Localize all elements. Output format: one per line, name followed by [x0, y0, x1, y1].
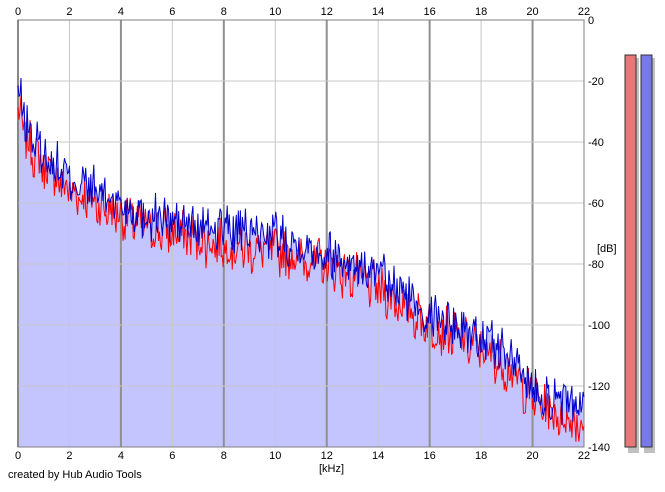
x-tick-label-bottom: 10 [269, 450, 281, 462]
x-tick-label-top: 6 [169, 6, 175, 18]
x-tick-label-bottom: 8 [221, 450, 227, 462]
x-tick-label-bottom: 16 [424, 450, 436, 462]
y-tick-label: -140 [588, 442, 610, 454]
plot-border [17, 19, 585, 448]
level-meters [624, 54, 655, 453]
x-tick-label-bottom: 18 [475, 450, 487, 462]
y-tick-label: 0 [588, 15, 594, 27]
y-tick-labels: 0 -20 -40 -60 -80 -100 -120 -140 [588, 15, 610, 454]
y-tick-label: -100 [588, 320, 610, 332]
x-tick-labels-bottom: 0 2 4 6 8 10 12 14 16 18 20 22 [15, 450, 590, 462]
x-tick-label-bottom: 14 [372, 450, 384, 462]
x-tick-label-bottom: 2 [66, 450, 72, 462]
y-axis-label: [dB] [597, 243, 617, 255]
x-tick-label-top: 8 [221, 6, 227, 18]
x-tick-label-top: 14 [372, 6, 384, 18]
x-tick-label-top: 22 [578, 6, 590, 18]
x-tick-label-top: 16 [424, 6, 436, 18]
x-tick-label-bottom: 4 [118, 450, 124, 462]
spectrum-fill-layer [18, 78, 584, 447]
grid-layer [17, 19, 585, 448]
y-tick-label: -60 [588, 198, 604, 210]
x-tick-label-top: 4 [118, 6, 124, 18]
x-tick-label-bottom: 22 [578, 450, 590, 462]
x-tick-labels-top: 0 2 4 6 8 10 12 14 16 18 20 22 [15, 6, 590, 18]
series-layer [17, 77, 585, 442]
y-tick-label: -20 [588, 76, 604, 88]
y-tick-label: -120 [588, 381, 610, 393]
x-tick-label-bottom: 12 [321, 450, 333, 462]
series-line-left [17, 96, 585, 442]
y-tick-label: -80 [588, 259, 604, 271]
spectrum-area [18, 78, 584, 447]
x-axis-label: [kHz] [319, 463, 344, 475]
x-tick-label-top: 2 [66, 6, 72, 18]
x-tick-label-top: 10 [269, 6, 281, 18]
x-tick-label-top: 18 [475, 6, 487, 18]
x-tick-label-bottom: 0 [15, 450, 21, 462]
level-meter-bar [624, 54, 637, 448]
x-tick-label-bottom: 6 [169, 450, 175, 462]
x-tick-label-top: 12 [321, 6, 333, 18]
x-tick-label-bottom: 20 [526, 450, 538, 462]
x-tick-label-top: 20 [526, 6, 538, 18]
x-tick-label-top: 0 [15, 6, 21, 18]
level-meter-bar [640, 54, 653, 448]
y-tick-label: -40 [588, 137, 604, 149]
series-line-right [17, 77, 585, 425]
credit-text: created by Hub Audio Tools [8, 469, 142, 481]
